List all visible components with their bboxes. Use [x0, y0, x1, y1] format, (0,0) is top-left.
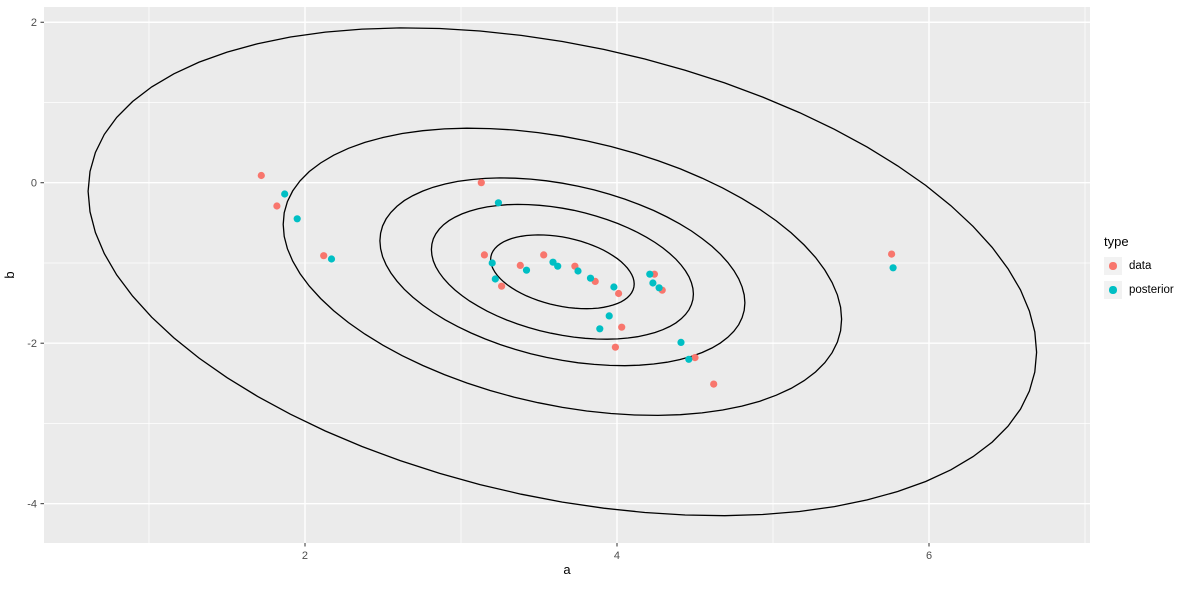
point-posterior	[549, 258, 557, 266]
point-posterior	[649, 279, 657, 287]
point-data	[257, 171, 265, 180]
point-data	[480, 251, 488, 259]
point-posterior	[574, 267, 582, 275]
point-posterior	[281, 190, 289, 198]
point-posterior	[610, 283, 618, 291]
point-data	[615, 289, 623, 298]
legend-title: type	[1104, 234, 1129, 249]
point-data	[273, 202, 281, 210]
legend-key	[1104, 257, 1122, 275]
legend: type data posterior	[1104, 234, 1174, 305]
legend-key	[1104, 281, 1122, 299]
legend-entry-label: data	[1129, 260, 1152, 272]
legend-entry-data[interactable]: data	[1104, 257, 1174, 275]
point-posterior	[677, 338, 685, 346]
y-tick-label: 2	[31, 17, 37, 29]
point-data	[611, 343, 620, 351]
y-tick-label: -4	[27, 498, 37, 510]
point-data	[618, 323, 626, 331]
density-contour	[282, 127, 843, 417]
point-data	[320, 252, 328, 260]
point-data	[710, 380, 718, 388]
point-posterior	[889, 264, 897, 272]
density-contour	[430, 203, 695, 340]
point-data	[540, 251, 548, 259]
y-axis-title: b	[2, 271, 17, 278]
point-posterior	[494, 199, 502, 207]
x-axis-title: a	[563, 562, 571, 577]
density-contour	[379, 177, 746, 367]
point-posterior	[596, 325, 604, 333]
point-data	[477, 179, 485, 187]
data-point-swatch	[1109, 262, 1117, 270]
density-contour	[87, 27, 1038, 517]
y-tick-label: -2	[27, 338, 37, 350]
point-posterior	[605, 312, 613, 320]
plot-panel	[44, 7, 1090, 543]
point-posterior	[685, 355, 693, 363]
point-data	[888, 250, 896, 258]
x-tick-label: 6	[926, 550, 932, 562]
point-posterior	[293, 215, 301, 223]
x-tick-label: 2	[302, 550, 308, 562]
point-posterior	[491, 275, 499, 283]
point-posterior	[327, 255, 336, 263]
legend-entry-posterior[interactable]: posterior	[1104, 281, 1174, 299]
posterior-point-swatch	[1109, 286, 1117, 294]
density-contour	[489, 234, 635, 310]
point-posterior	[554, 262, 562, 270]
point-posterior	[522, 266, 531, 274]
point-data	[498, 282, 506, 290]
point-data	[691, 354, 699, 362]
point-posterior	[655, 284, 663, 292]
point-posterior	[586, 274, 595, 282]
x-tick-label: 4	[614, 550, 620, 562]
y-tick-label: 0	[31, 177, 37, 189]
point-posterior	[488, 259, 496, 267]
point-data	[516, 261, 524, 269]
point-posterior	[646, 270, 654, 278]
legend-entry-label: posterior	[1129, 284, 1174, 296]
